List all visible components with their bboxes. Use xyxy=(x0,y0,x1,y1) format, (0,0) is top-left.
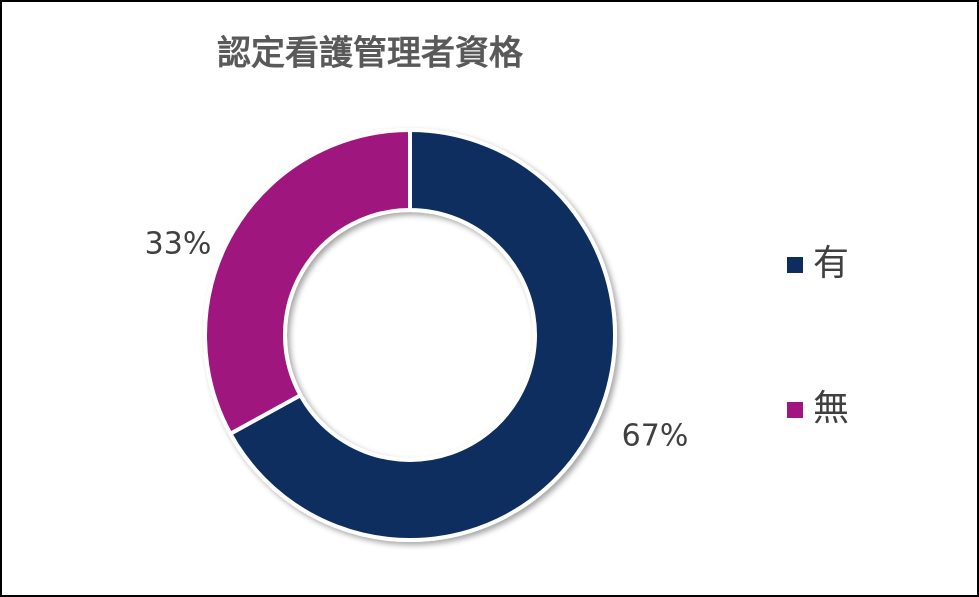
value-label: 33% xyxy=(145,227,212,262)
legend-label: 有 xyxy=(813,243,849,284)
donut-slice xyxy=(227,127,617,542)
legend-label: 無 xyxy=(813,388,849,429)
chart-title: 認定看護管理者資格 xyxy=(217,34,524,74)
value-label: 67% xyxy=(622,419,689,454)
donut-slice xyxy=(203,127,412,437)
legend-swatch xyxy=(787,257,803,273)
legend-swatch xyxy=(787,402,803,418)
donut xyxy=(203,127,617,542)
